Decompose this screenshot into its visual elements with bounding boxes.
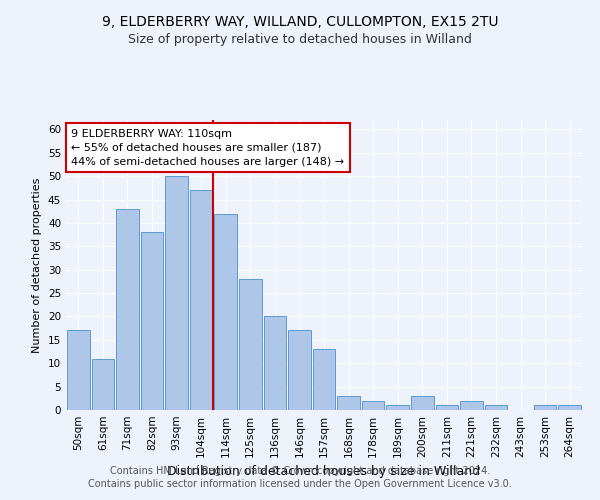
Bar	[559, 406, 581, 410]
Bar	[116, 209, 139, 410]
Y-axis label: Number of detached properties: Number of detached properties	[32, 178, 43, 352]
Text: Contains public sector information licensed under the Open Government Licence v3: Contains public sector information licen…	[88, 479, 512, 489]
Bar	[386, 406, 409, 410]
Bar	[362, 400, 385, 410]
Bar	[313, 349, 335, 410]
Bar	[460, 400, 483, 410]
Bar	[534, 406, 556, 410]
Bar	[190, 190, 212, 410]
Text: 9, ELDERBERRY WAY, WILLAND, CULLOMPTON, EX15 2TU: 9, ELDERBERRY WAY, WILLAND, CULLOMPTON, …	[102, 15, 498, 29]
Bar	[411, 396, 434, 410]
Bar	[263, 316, 286, 410]
Bar	[288, 330, 311, 410]
Text: Contains HM Land Registry data © Crown copyright and database right 2024.: Contains HM Land Registry data © Crown c…	[110, 466, 490, 476]
Bar	[239, 279, 262, 410]
Bar	[140, 232, 163, 410]
Bar	[436, 406, 458, 410]
Bar	[67, 330, 89, 410]
Bar	[214, 214, 237, 410]
Text: 9 ELDERBERRY WAY: 110sqm
← 55% of detached houses are smaller (187)
44% of semi-: 9 ELDERBERRY WAY: 110sqm ← 55% of detach…	[71, 128, 344, 166]
Bar	[337, 396, 360, 410]
Text: Size of property relative to detached houses in Willand: Size of property relative to detached ho…	[128, 32, 472, 46]
Bar	[485, 406, 508, 410]
Bar	[92, 358, 114, 410]
Bar	[165, 176, 188, 410]
X-axis label: Distribution of detached houses by size in Willand: Distribution of detached houses by size …	[167, 466, 481, 478]
